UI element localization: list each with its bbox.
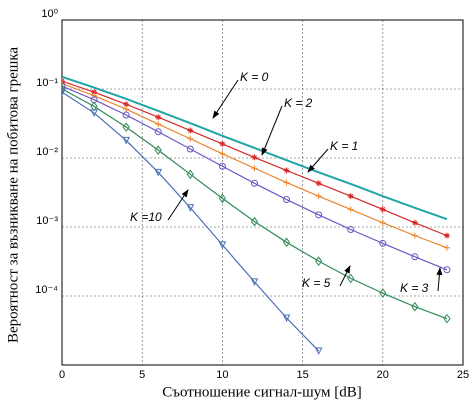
plot-area	[62, 20, 463, 365]
marker	[187, 135, 194, 142]
marker	[443, 232, 450, 239]
marker	[283, 179, 290, 186]
marker	[314, 347, 323, 356]
marker	[315, 193, 322, 200]
marker	[62, 84, 66, 94]
marker	[186, 169, 194, 180]
x-tick-label: 25	[457, 369, 469, 381]
series-line	[62, 75, 448, 221]
marker	[283, 196, 291, 204]
marker	[62, 82, 66, 90]
marker	[155, 114, 162, 121]
annotation-arrow	[436, 267, 443, 292]
annotation: K = 3	[400, 281, 429, 295]
annotation: K = 1	[330, 139, 358, 153]
marker	[443, 266, 451, 274]
y-tick-label: 10⁻³	[36, 215, 58, 227]
marker	[123, 106, 130, 113]
marker	[315, 211, 323, 219]
marker	[250, 216, 259, 227]
annotation-arrow	[167, 189, 189, 221]
y-tick-label: 10⁻¹	[36, 77, 58, 89]
marker	[90, 109, 98, 118]
marker	[218, 193, 227, 204]
marker	[250, 278, 259, 287]
marker	[123, 101, 130, 108]
annotation: K = 2	[284, 96, 313, 110]
marker	[218, 241, 227, 250]
marker	[411, 219, 418, 226]
marker	[219, 150, 226, 157]
marker	[315, 256, 323, 266]
x-tick-label: 20	[377, 369, 389, 381]
marker	[379, 219, 386, 226]
marker	[347, 273, 355, 284]
annotation: K = 0	[240, 70, 269, 84]
marker	[411, 301, 419, 312]
x-axis-label: Съотношение сигнал-шум [dB]	[162, 384, 362, 400]
marker	[283, 167, 290, 174]
marker	[250, 179, 258, 187]
series-line	[62, 85, 448, 271]
marker	[219, 140, 226, 147]
marker	[154, 168, 163, 177]
marker	[251, 154, 258, 161]
marker	[379, 288, 387, 298]
annotation: K =10	[130, 210, 162, 224]
marker	[62, 88, 66, 97]
marker	[315, 180, 322, 187]
marker	[251, 165, 258, 172]
marker	[379, 206, 386, 213]
marker	[91, 89, 98, 96]
marker	[443, 313, 451, 324]
series-line	[62, 91, 320, 352]
marker	[282, 314, 291, 323]
annotation-arrow	[212, 79, 239, 119]
annotation-arrow	[339, 265, 351, 287]
marker	[91, 92, 98, 99]
annotation-arrow	[261, 105, 283, 156]
x-tick-label: 0	[59, 369, 65, 381]
annotation-arrow	[307, 148, 329, 173]
marker	[122, 136, 130, 145]
marker	[218, 162, 226, 170]
plot-frame	[61, 19, 464, 366]
marker	[154, 145, 162, 155]
series-line	[62, 88, 448, 320]
marker	[122, 111, 130, 119]
marker	[411, 232, 418, 239]
marker	[122, 122, 130, 132]
marker	[186, 204, 195, 212]
marker	[154, 128, 162, 136]
marker	[282, 237, 291, 248]
y-tick-label: 10⁰	[41, 8, 58, 20]
marker	[155, 121, 162, 128]
x-tick-label: 10	[216, 369, 228, 381]
marker	[379, 239, 387, 247]
y-tick-label: 10⁻⁴	[35, 284, 58, 296]
marker	[186, 145, 194, 153]
annotation: K = 5	[302, 276, 331, 290]
y-axis-label: Вероятност за възникване на побитова гре…	[5, 47, 21, 343]
marker	[411, 253, 419, 261]
marker	[347, 206, 354, 213]
marker	[443, 244, 450, 251]
x-tick-label: 5	[139, 369, 145, 381]
marker	[187, 127, 194, 134]
marker	[347, 225, 355, 233]
marker	[347, 193, 354, 200]
y-tick-label: 10⁻²	[36, 146, 58, 158]
x-tick-label: 15	[296, 369, 308, 381]
